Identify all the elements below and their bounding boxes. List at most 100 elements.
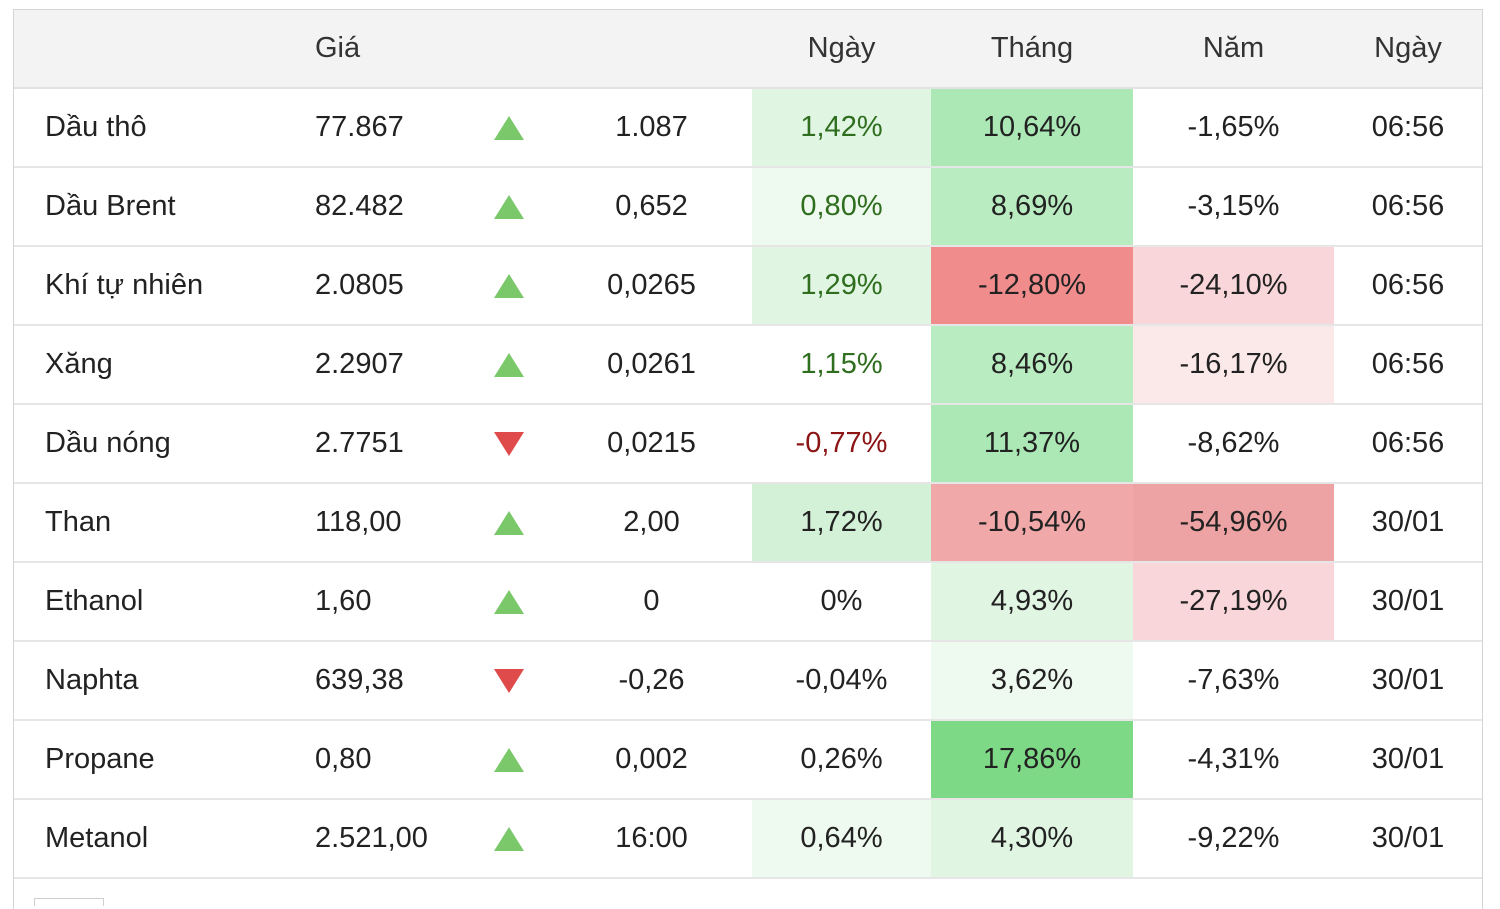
pagination-control[interactable] [34, 898, 104, 906]
triangle-up-icon [494, 827, 524, 852]
day-percent: 1,42% [752, 88, 931, 168]
table-row[interactable]: Dầu nóng 2.7751 0,0215 -0,77% 11,37% -8,62% 06… [14, 404, 1482, 484]
day-percent: 1,72% [752, 483, 931, 563]
month-percent: -10,54% [931, 483, 1133, 563]
price-value: 118,00 [285, 483, 482, 563]
year-percent: -16,17% [1133, 325, 1334, 405]
price-value: 639,38 [285, 641, 482, 721]
price-value: 2.7751 [285, 404, 482, 484]
price-value: 2.521,00 [285, 799, 482, 879]
change-value: 2,00 [551, 483, 752, 563]
direction-cell [482, 404, 551, 484]
change-value: 0 [551, 562, 752, 642]
day-percent: 0% [752, 562, 931, 642]
day-percent: 0,80% [752, 167, 931, 247]
year-percent: -9,22% [1133, 799, 1334, 879]
price-value: 1,60 [285, 562, 482, 642]
table-row[interactable]: Propane 0,80 0,002 0,26% 17,86% -4,31% 30/01 [14, 720, 1482, 800]
month-percent: 8,46% [931, 325, 1133, 405]
commodity-name[interactable]: Xăng [14, 325, 285, 405]
table-row[interactable]: Khí tự nhiên 2.0805 0,0265 1,29% -12,80% -24,… [14, 246, 1482, 326]
triangle-up-icon [494, 116, 524, 141]
update-time: 06:56 [1334, 167, 1482, 247]
header-name[interactable] [14, 10, 285, 89]
commodity-name[interactable]: Dầu Brent [14, 167, 285, 247]
day-percent: 1,29% [752, 246, 931, 326]
table-row[interactable]: Dầu Brent 82.482 0,652 0,80% 8,69% -3,15% 06:5… [14, 167, 1482, 247]
commodities-table: Giá Ngày Tháng Năm Ngày Dầu thô 77.867 1.0… [14, 10, 1482, 879]
update-time: 30/01 [1334, 483, 1482, 563]
day-percent: 0,26% [752, 720, 931, 800]
commodity-name[interactable]: Propane [14, 720, 285, 800]
price-value: 77.867 [285, 88, 482, 168]
header-day[interactable]: Ngày [752, 10, 931, 89]
commodity-name[interactable]: Than [14, 483, 285, 563]
direction-cell [482, 483, 551, 563]
direction-cell [482, 246, 551, 326]
triangle-down-icon [494, 432, 524, 457]
table-row[interactable]: Ethanol 1,60 0 0% 4,93% -27,19% 30/01 [14, 562, 1482, 642]
change-value: 0,0215 [551, 404, 752, 484]
commodity-name[interactable]: Ethanol [14, 562, 285, 642]
year-percent: -4,31% [1133, 720, 1334, 800]
table-row[interactable]: Naphta 639,38 -0,26 -0,04% 3,62% -7,63% 30/01 [14, 641, 1482, 721]
update-time: 06:56 [1334, 246, 1482, 326]
direction-cell [482, 799, 551, 879]
change-value: 0,0261 [551, 325, 752, 405]
header-price[interactable]: Giá [285, 10, 482, 89]
table-row[interactable]: Than 118,00 2,00 1,72% -10,54% -54,96% 30/01 [14, 483, 1482, 563]
month-percent: 17,86% [931, 720, 1133, 800]
day-percent: -0,04% [752, 641, 931, 721]
header-direction [482, 10, 551, 89]
update-time: 06:56 [1334, 325, 1482, 405]
change-value: 0,652 [551, 167, 752, 247]
day-percent: -0,77% [752, 404, 931, 484]
commodity-name[interactable]: Khí tự nhiên [14, 246, 285, 326]
price-value: 0,80 [285, 720, 482, 800]
triangle-up-icon [494, 353, 524, 378]
triangle-down-icon [494, 669, 524, 694]
direction-cell [482, 562, 551, 642]
update-time: 30/01 [1334, 799, 1482, 879]
commodity-name[interactable]: Metanol [14, 799, 285, 879]
direction-cell [482, 641, 551, 721]
change-value: 0,0265 [551, 246, 752, 326]
month-percent: -12,80% [931, 246, 1133, 326]
table-row[interactable]: Dầu thô 77.867 1.087 1,42% 10,64% -1,65% 06:56 [14, 88, 1482, 168]
table-body: Dầu thô 77.867 1.087 1,42% 10,64% -1,65% 06:56… [14, 88, 1482, 879]
change-value: -0,26 [551, 641, 752, 721]
year-percent: -3,15% [1133, 167, 1334, 247]
triangle-up-icon [494, 195, 524, 220]
header-time[interactable]: Ngày [1334, 10, 1482, 89]
month-percent: 4,30% [931, 799, 1133, 879]
year-percent: -1,65% [1133, 88, 1334, 168]
update-time: 30/01 [1334, 720, 1482, 800]
triangle-up-icon [494, 748, 524, 773]
day-percent: 1,15% [752, 325, 931, 405]
price-value: 2.0805 [285, 246, 482, 326]
commodity-name[interactable]: Dầu thô [14, 88, 285, 168]
month-percent: 4,93% [931, 562, 1133, 642]
price-value: 82.482 [285, 167, 482, 247]
triangle-up-icon [494, 590, 524, 615]
header-row: Giá Ngày Tháng Năm Ngày [14, 10, 1482, 89]
commodity-name[interactable]: Dầu nóng [14, 404, 285, 484]
day-percent: 0,64% [752, 799, 931, 879]
header-change[interactable] [551, 10, 752, 89]
year-percent: -24,10% [1133, 246, 1334, 326]
commodities-table-container: Giá Ngày Tháng Năm Ngày Dầu thô 77.867 1.0… [13, 9, 1483, 909]
table-row[interactable]: Metanol 2.521,00 16:00 0,64% 4,30% -9,22% 30/0… [14, 799, 1482, 879]
header-year[interactable]: Năm [1133, 10, 1334, 89]
direction-cell [482, 720, 551, 800]
commodity-name[interactable]: Naphta [14, 641, 285, 721]
year-percent: -7,63% [1133, 641, 1334, 721]
year-percent: -27,19% [1133, 562, 1334, 642]
change-value: 0,002 [551, 720, 752, 800]
direction-cell [482, 167, 551, 247]
month-percent: 10,64% [931, 88, 1133, 168]
price-value: 2.2907 [285, 325, 482, 405]
update-time: 06:56 [1334, 404, 1482, 484]
header-month[interactable]: Tháng [931, 10, 1133, 89]
table-row[interactable]: Xăng 2.2907 0,0261 1,15% 8,46% -16,17% 06:56 [14, 325, 1482, 405]
change-value: 1.087 [551, 88, 752, 168]
